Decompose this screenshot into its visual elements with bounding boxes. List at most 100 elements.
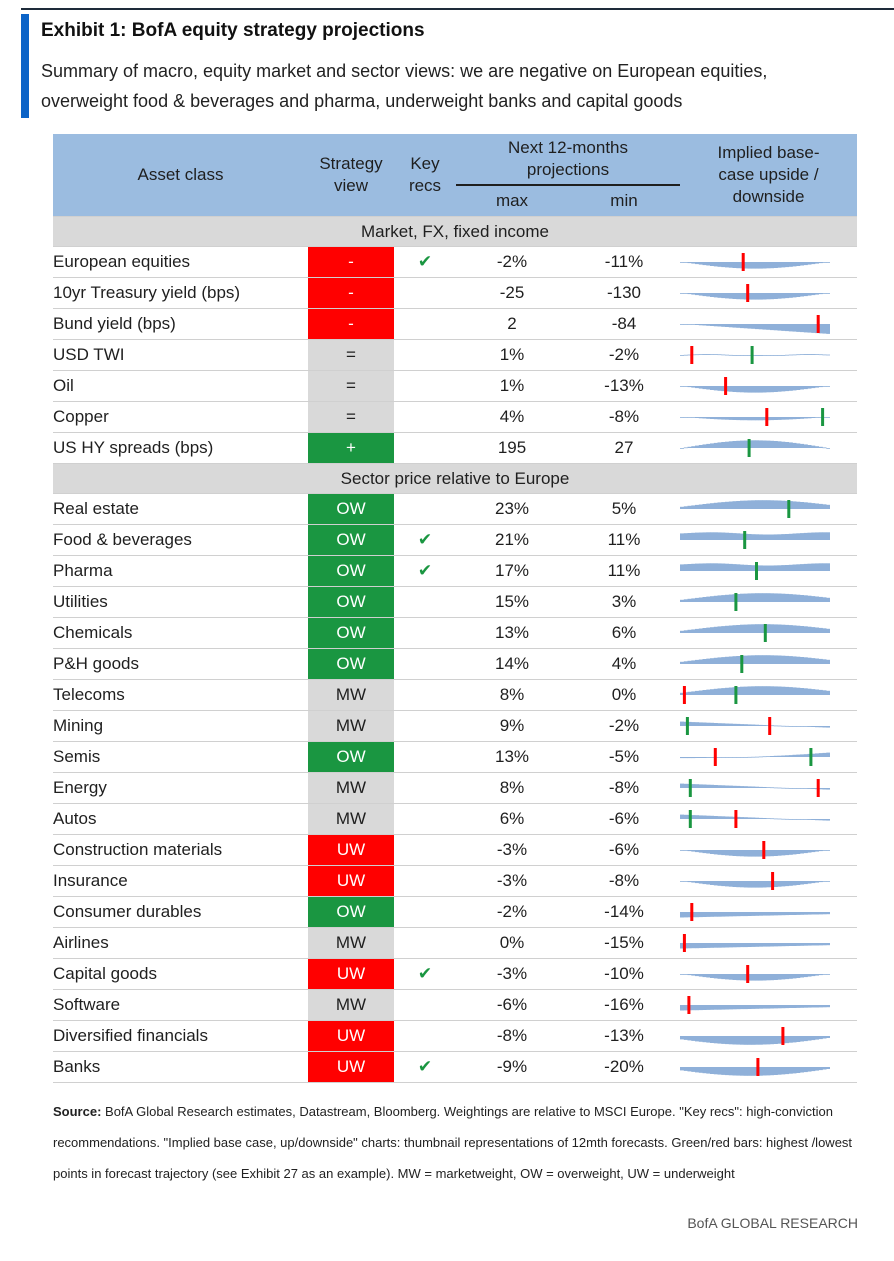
sparkline-bar bbox=[777, 725, 782, 727]
asset-name: Bund yield (bps) bbox=[53, 308, 308, 340]
sparkline-bar bbox=[721, 626, 726, 633]
sparkline-bar bbox=[803, 1036, 808, 1042]
sparkline-bar bbox=[698, 445, 703, 448]
sparkline-bar bbox=[766, 1067, 771, 1076]
asset-name: Copper bbox=[53, 401, 308, 433]
sparkline-bar bbox=[725, 501, 729, 509]
sparkline-bar bbox=[725, 625, 729, 633]
sparkline-bar bbox=[777, 386, 782, 392]
sparkline-bar bbox=[755, 850, 759, 857]
sparkline-bar bbox=[781, 850, 786, 856]
table-body: Market, FX, fixed income European equitie… bbox=[53, 216, 857, 1083]
sparkline-bar bbox=[807, 726, 812, 727]
exhibit-subtitle: Summary of macro, equity market and sect… bbox=[41, 56, 861, 116]
sparkline-bar bbox=[758, 440, 763, 448]
sparkline-bar bbox=[683, 1005, 688, 1011]
sparkline-bar bbox=[758, 534, 763, 540]
sparkline-bar bbox=[762, 686, 767, 695]
sparkline-bar bbox=[721, 912, 726, 917]
sparkline-bar bbox=[706, 563, 711, 571]
sparkline-bar bbox=[691, 532, 696, 540]
sparkline-bar bbox=[796, 1067, 801, 1073]
sparkline-bar bbox=[822, 628, 827, 633]
sparkline-bar bbox=[732, 441, 737, 448]
sparkline-bar bbox=[807, 881, 812, 884]
sparkline-bar bbox=[815, 503, 819, 509]
sparkline-bar bbox=[815, 974, 819, 976]
sparkline-bar bbox=[743, 974, 748, 981]
sparkline-bar bbox=[713, 1005, 718, 1010]
sparkline-bar bbox=[811, 386, 816, 389]
sparkline-bar bbox=[788, 656, 793, 664]
sparkline-bar bbox=[826, 262, 830, 263]
sparkline-bar bbox=[792, 943, 797, 946]
sparkline-bar bbox=[781, 534, 786, 540]
sparkline-bar bbox=[725, 1036, 729, 1045]
sparkline-bar bbox=[815, 819, 819, 821]
sparkline-bar bbox=[818, 881, 823, 883]
strategy-view-cell: OW bbox=[308, 741, 394, 773]
sparkline-bar bbox=[796, 850, 801, 854]
sparkline-bar bbox=[695, 563, 699, 571]
sparkline-bar bbox=[758, 417, 763, 421]
sparkline-bar bbox=[710, 262, 714, 266]
sparkline-bar bbox=[713, 657, 718, 664]
projection-max: -25 bbox=[456, 277, 568, 309]
sparkline-chart bbox=[680, 1058, 830, 1076]
section-title: Sector price relative to Europe bbox=[53, 463, 857, 494]
sparkline-bar bbox=[736, 324, 741, 328]
sparkline-bar bbox=[747, 724, 752, 726]
sparkline-bar bbox=[811, 1036, 816, 1041]
sparkline-bar bbox=[751, 624, 756, 633]
sparkline-bar bbox=[698, 262, 703, 265]
sparkline-bar bbox=[766, 534, 771, 540]
sparkline-bar bbox=[702, 293, 707, 297]
sparkline-bar bbox=[773, 593, 778, 602]
sparkline-bar bbox=[695, 1005, 699, 1011]
forecast-extreme-marker bbox=[690, 346, 694, 364]
sparkline-bar bbox=[736, 1036, 741, 1045]
sparkline-bar bbox=[747, 655, 752, 664]
sparkline-bar bbox=[781, 386, 786, 392]
sparkline-bar bbox=[815, 563, 819, 571]
projection-min: -5% bbox=[568, 741, 680, 773]
sparkline-bar bbox=[747, 1067, 752, 1076]
sparkline-bar bbox=[773, 534, 778, 540]
projection-min: -6% bbox=[568, 834, 680, 866]
sparkline-bar bbox=[706, 417, 711, 419]
forecast-extreme-marker bbox=[682, 934, 686, 952]
sparkline-bar bbox=[803, 354, 808, 355]
sparkline-bar bbox=[695, 881, 699, 884]
strategy-view-cell: - bbox=[308, 277, 394, 309]
sparkline-bar bbox=[713, 354, 718, 355]
sparkline-bar bbox=[725, 943, 729, 948]
sparkline-bar bbox=[736, 417, 741, 421]
sparkline-bar bbox=[777, 912, 782, 916]
sparkline-bar bbox=[822, 597, 827, 602]
sparkline-bar bbox=[683, 974, 688, 975]
sparkline-bar bbox=[796, 912, 801, 915]
sparkline-bar bbox=[766, 565, 771, 571]
sparkline-bar bbox=[792, 912, 797, 915]
sparkline-bar bbox=[691, 660, 696, 664]
sparkline-bar bbox=[785, 500, 789, 509]
sparkline-bar bbox=[751, 786, 756, 788]
sparkline-bar bbox=[800, 1067, 804, 1073]
sparkline-bar bbox=[702, 974, 707, 978]
sparkline-bar bbox=[818, 1005, 823, 1008]
sparkline-bar bbox=[736, 1005, 741, 1010]
sparkline-bar bbox=[736, 881, 741, 888]
sparkline-bar bbox=[702, 354, 707, 355]
asset-name: Autos bbox=[53, 803, 308, 835]
sparkline-bar bbox=[732, 912, 737, 917]
sparkline-bar bbox=[803, 943, 808, 946]
projection-max: -2% bbox=[456, 896, 568, 928]
sparkline-bar bbox=[710, 1005, 714, 1010]
sparkline-bar bbox=[751, 593, 756, 602]
sparkline-bar bbox=[755, 262, 759, 269]
sparkline-bar bbox=[732, 656, 737, 664]
implied-upside-sparkline bbox=[680, 710, 857, 742]
sparkline-bar bbox=[732, 386, 737, 392]
sparkline-bar bbox=[818, 1067, 823, 1071]
sparkline-bar bbox=[717, 563, 722, 571]
